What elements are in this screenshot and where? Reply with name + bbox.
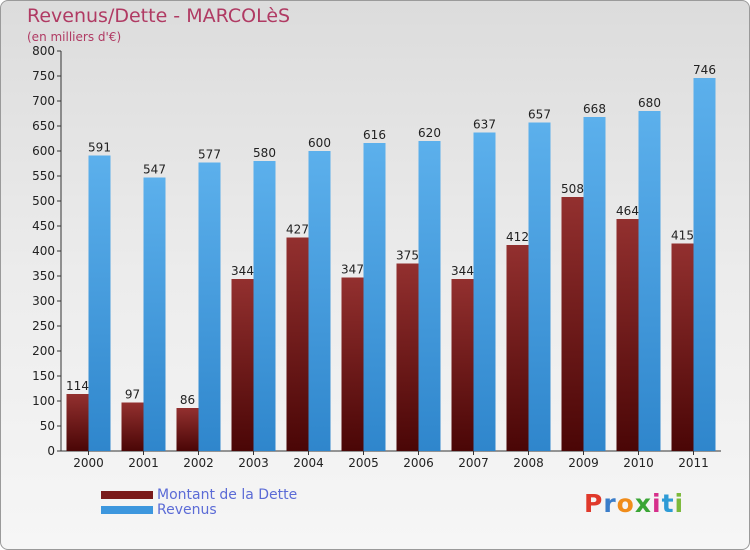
data-label-dette: 412 — [506, 230, 529, 244]
y-tick-label: 350 — [32, 269, 55, 283]
y-tick-label: 150 — [32, 369, 55, 383]
data-label-revenus: 580 — [253, 146, 276, 160]
y-tick-label: 450 — [32, 219, 55, 233]
y-tick-label: 400 — [32, 244, 55, 258]
bar-dette — [561, 197, 584, 451]
data-label-revenus: 637 — [473, 118, 496, 132]
bar-revenus — [473, 132, 496, 451]
y-tick-label: 650 — [32, 119, 55, 133]
y-tick-label: 0 — [47, 444, 55, 458]
legend-swatch-revenus — [101, 505, 153, 514]
x-tick-label: 2003 — [238, 456, 269, 470]
bar-revenus — [363, 143, 386, 451]
data-label-revenus: 657 — [528, 108, 551, 122]
data-label-revenus: 746 — [693, 63, 716, 77]
legend-label-revenus: Revenus — [157, 501, 217, 518]
bar-dette — [176, 408, 199, 451]
data-label-dette: 86 — [180, 393, 195, 407]
y-tick-label: 750 — [32, 69, 55, 83]
data-label-dette: 427 — [286, 223, 309, 237]
bar-dette — [341, 277, 364, 451]
legend-item-revenus: Revenus — [101, 501, 297, 518]
x-tick-label: 2008 — [513, 456, 544, 470]
data-label-dette: 114 — [66, 379, 89, 393]
bar-revenus — [198, 162, 221, 451]
legend-item-dette: Montant de la Dette — [101, 486, 298, 503]
data-label-revenus: 668 — [583, 102, 606, 116]
x-tick-label: 2007 — [458, 456, 489, 470]
x-tick-label: 2006 — [403, 456, 434, 470]
bar-dette — [121, 402, 144, 451]
y-tick-label: 550 — [32, 169, 55, 183]
legend-swatch-dette — [101, 490, 153, 499]
bar-revenus — [253, 161, 276, 451]
x-tick-label: 2004 — [293, 456, 324, 470]
legend-label-dette: Montant de la Dette — [157, 486, 298, 503]
data-label-revenus: 680 — [638, 96, 661, 110]
bar-dette — [451, 279, 474, 451]
y-tick-label: 700 — [32, 94, 55, 108]
data-label-dette: 415 — [671, 229, 694, 243]
x-tick-label: 2002 — [183, 456, 214, 470]
data-label-dette: 344 — [451, 264, 474, 278]
x-tick-label: 2001 — [128, 456, 159, 470]
data-label-dette: 375 — [396, 249, 419, 263]
x-tick-label: 2000 — [73, 456, 104, 470]
y-tick-label: 100 — [32, 394, 55, 408]
data-label-dette: 508 — [561, 182, 584, 196]
data-label-dette: 464 — [616, 204, 639, 218]
data-label-dette: 347 — [341, 263, 364, 277]
bar-revenus — [88, 155, 111, 451]
data-label-revenus: 600 — [308, 136, 331, 150]
y-tick-label: 600 — [32, 144, 55, 158]
chart-subtitle: (en milliers d'€) — [27, 30, 122, 44]
bar-revenus — [143, 177, 166, 451]
chart-legend: Montant de la Dette Revenus — [101, 486, 298, 518]
data-label-revenus: 577 — [198, 148, 221, 162]
bar-dette — [671, 243, 694, 451]
bar-dette — [231, 279, 254, 451]
y-tick-label: 500 — [32, 194, 55, 208]
bar-revenus — [308, 151, 331, 451]
y-tick-label: 250 — [32, 319, 55, 333]
y-tick-label: 800 — [32, 44, 55, 58]
bar-dette — [66, 394, 89, 451]
bar-revenus — [638, 111, 661, 451]
bar-revenus — [418, 141, 441, 451]
bar-dette — [396, 263, 419, 451]
bar-dette — [616, 219, 639, 451]
x-tick-label: 2010 — [623, 456, 654, 470]
bar-revenus — [528, 122, 551, 451]
chart-title: Revenus/Dette - MARCOLèS — [27, 5, 291, 27]
bar-revenus — [583, 117, 606, 451]
y-tick-label: 200 — [32, 344, 55, 358]
y-tick-label: 50 — [40, 419, 55, 433]
y-tick-label: 300 — [32, 294, 55, 308]
x-tick-label: 2009 — [568, 456, 599, 470]
x-tick-label: 2011 — [678, 456, 709, 470]
bar-dette — [286, 237, 309, 451]
data-label-revenus: 620 — [418, 126, 441, 140]
data-label-dette: 97 — [125, 388, 140, 402]
x-tick-label: 2005 — [348, 456, 379, 470]
bar-revenus — [693, 78, 716, 451]
data-label-revenus: 616 — [363, 128, 386, 142]
proxiti-logo: Proxiti — [584, 489, 685, 518]
data-label-dette: 344 — [231, 264, 254, 278]
bar-dette — [506, 245, 529, 451]
data-label-revenus: 547 — [143, 163, 166, 177]
data-label-revenus: 591 — [88, 141, 111, 155]
